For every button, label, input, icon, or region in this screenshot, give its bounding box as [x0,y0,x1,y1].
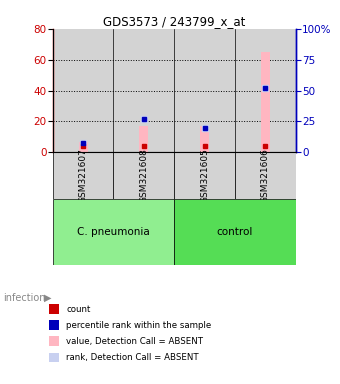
Bar [53,152,114,199]
Bar [200,126,209,152]
Bar [235,29,296,152]
Text: value, Detection Call = ABSENT: value, Detection Call = ABSENT [66,337,203,346]
Bar [174,29,235,152]
Text: GSM321606: GSM321606 [261,148,270,203]
Bar [79,142,88,152]
Text: C. pneumonia: C. pneumonia [77,227,150,237]
Bar [235,152,296,199]
Text: rank, Detection Call = ABSENT: rank, Detection Call = ABSENT [66,353,199,362]
Text: GSM321607: GSM321607 [79,148,88,203]
Bar [114,29,174,152]
Bar [261,52,270,152]
Bar [53,199,174,265]
Text: control: control [217,227,253,237]
Text: ▶: ▶ [44,293,51,303]
Bar [114,152,174,199]
Text: infection: infection [3,293,46,303]
Title: GDS3573 / 243799_x_at: GDS3573 / 243799_x_at [103,15,245,28]
Text: count: count [66,305,91,314]
Bar [139,126,149,152]
Bar [53,29,114,152]
Bar [174,152,235,199]
Text: GSM321605: GSM321605 [200,148,209,203]
Text: GSM321608: GSM321608 [139,148,148,203]
Bar [174,199,296,265]
Text: percentile rank within the sample: percentile rank within the sample [66,321,211,330]
